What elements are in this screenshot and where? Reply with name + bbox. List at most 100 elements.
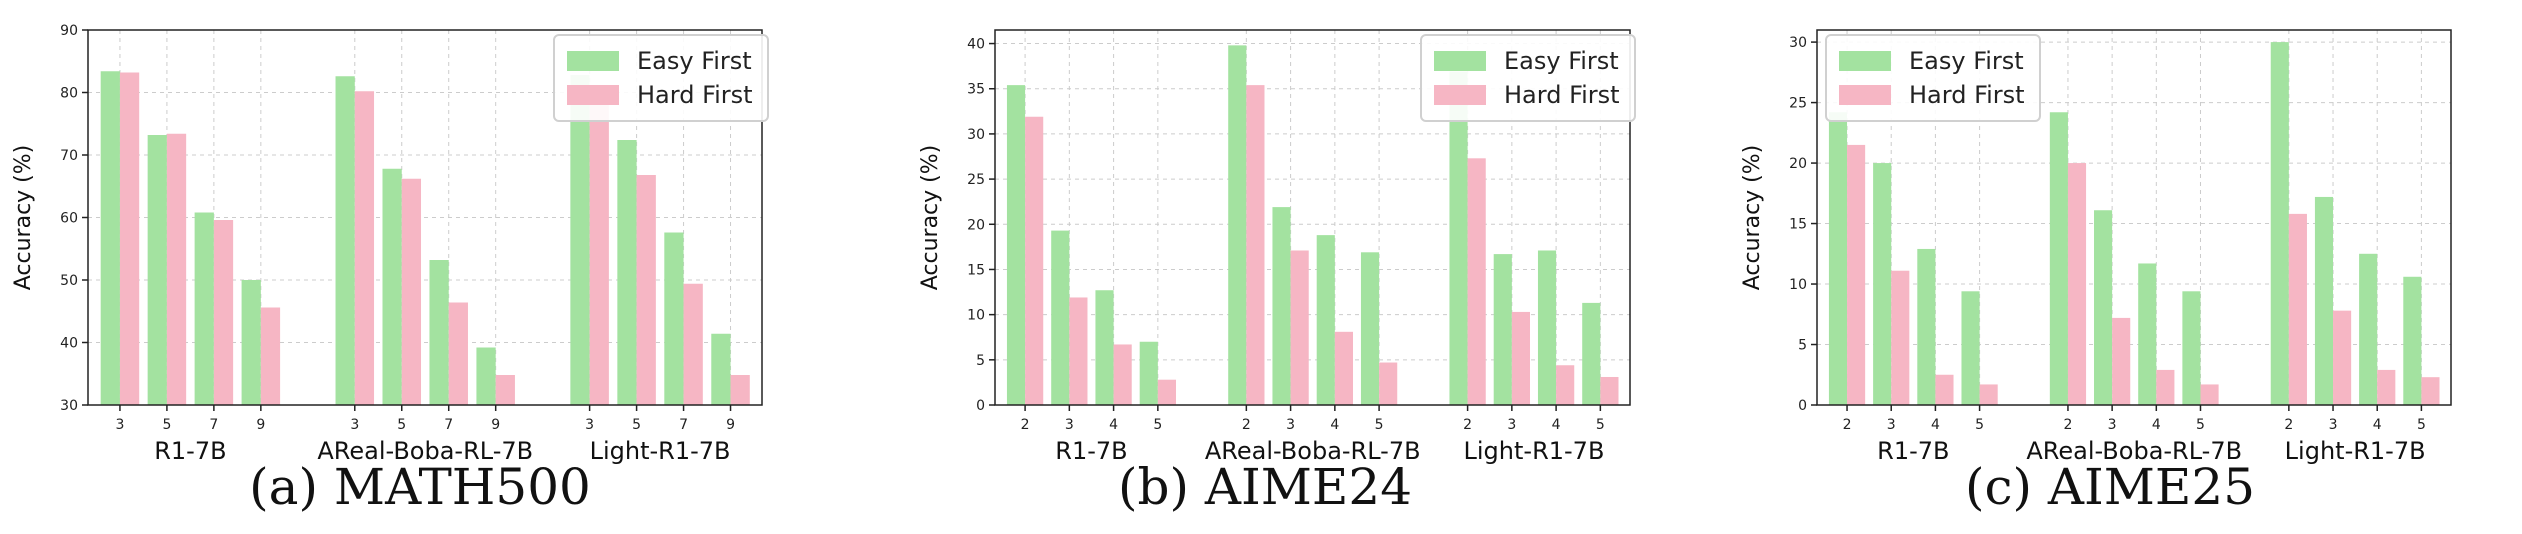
bar-easy-first xyxy=(2314,196,2334,405)
legend-entry-hard: Hard First xyxy=(1434,78,1620,112)
bar-hard-first xyxy=(589,97,609,405)
panel-caption: (b) AIME24 xyxy=(1117,458,1413,516)
bar-easy-first xyxy=(1272,207,1291,405)
x-tick-label: 5 xyxy=(397,417,406,433)
group-label: R1-7B xyxy=(154,437,226,465)
group-label: AReal-Boba-RL-7B xyxy=(2026,437,2242,465)
x-tick-label: 9 xyxy=(491,417,500,433)
bar-hard-first xyxy=(1290,250,1309,405)
x-tick-label: 5 xyxy=(632,417,641,433)
bar-hard-first xyxy=(1935,374,1954,405)
y-tick-label: 35 xyxy=(967,82,985,98)
bar-hard-first xyxy=(2333,310,2352,405)
bar-hard-first xyxy=(1379,362,1398,405)
legend-entry-hard: Hard First xyxy=(1839,78,2025,112)
bar-hard-first xyxy=(1600,376,1619,405)
bar-hard-first xyxy=(1979,384,1998,405)
bar-easy-first xyxy=(1360,252,1380,405)
bar-hard-first xyxy=(1113,344,1132,405)
x-tick-label: 3 xyxy=(1065,417,1074,433)
bar-hard-first xyxy=(2156,369,2175,405)
bar-easy-first xyxy=(1449,71,1468,406)
bar-hard-first xyxy=(354,91,375,405)
x-tick-label: 3 xyxy=(2329,417,2338,433)
panel-caption: (c) AIME25 xyxy=(1964,458,2256,516)
bar-easy-first xyxy=(2094,210,2113,405)
bar-hard-first xyxy=(1467,158,1486,405)
x-tick-label: 2 xyxy=(1242,417,1251,433)
x-tick-label: 7 xyxy=(209,417,218,433)
x-tick-label: 3 xyxy=(350,417,359,433)
bar-easy-first xyxy=(1139,341,1158,405)
y-tick-label: 90 xyxy=(60,23,78,39)
bar-hard-first xyxy=(636,175,656,405)
y-tick-label: 30 xyxy=(967,127,985,143)
bar-easy-first xyxy=(2138,263,2157,405)
y-tick-label: 15 xyxy=(1789,217,1807,233)
legend-label-hard: Hard First xyxy=(1909,81,2025,109)
bar-hard-first xyxy=(1334,331,1353,405)
legend-entry-hard: Hard First xyxy=(567,78,753,112)
legend-label-hard: Hard First xyxy=(637,81,753,109)
bar-hard-first xyxy=(2288,213,2307,405)
bar-easy-first xyxy=(382,168,402,405)
x-tick-label: 5 xyxy=(2196,417,2205,433)
group-label: Light-R1-7B xyxy=(2285,437,2426,465)
bar-hard-first xyxy=(2200,384,2219,405)
x-tick-label: 3 xyxy=(1887,417,1896,433)
x-tick-label: 4 xyxy=(1330,417,1339,433)
x-tick-label: 5 xyxy=(1975,417,1984,433)
bar-hard-first xyxy=(2067,163,2087,405)
bar-hard-first xyxy=(401,178,422,405)
y-tick-label: 70 xyxy=(60,148,78,164)
y-tick-label: 0 xyxy=(976,398,985,414)
bar-easy-first xyxy=(1095,290,1114,405)
y-tick-label: 60 xyxy=(60,211,78,227)
bar-hard-first xyxy=(1847,144,1866,405)
x-tick-label: 4 xyxy=(2373,417,2382,433)
plot-frame xyxy=(994,29,1631,406)
y-tick-label: 30 xyxy=(1789,35,1807,51)
legend-entry-easy: Easy First xyxy=(1839,44,2025,78)
bar-easy-first xyxy=(241,280,261,405)
x-tick-label: 3 xyxy=(585,417,594,433)
y-tick-label: 15 xyxy=(967,262,985,278)
y-tick-label: 10 xyxy=(967,308,985,324)
chart-legend: Easy First Hard First xyxy=(1825,34,2041,122)
bar-hard-first xyxy=(683,283,703,405)
bar-easy-first xyxy=(570,75,590,405)
panel-caption: (a) MATH500 xyxy=(249,458,591,516)
group-label: Light-R1-7B xyxy=(1464,437,1605,465)
legend-swatch-hard xyxy=(1434,85,1486,105)
bar-easy-first xyxy=(147,135,167,405)
x-tick-label: 2 xyxy=(1463,417,1472,433)
bar-hard-first xyxy=(1157,379,1176,405)
x-tick-label: 5 xyxy=(162,417,171,433)
legend-swatch-easy xyxy=(567,51,619,71)
group-label: AReal-Boba-RL-7B xyxy=(1205,437,1421,465)
y-tick-label: 80 xyxy=(60,86,78,102)
bar-hard-first xyxy=(260,307,281,405)
bar-easy-first xyxy=(1917,248,1936,405)
chart-legend: Easy First Hard First xyxy=(1420,34,1636,122)
chart-legend: Easy First Hard First xyxy=(553,34,769,122)
x-tick-label: 9 xyxy=(256,417,265,433)
bar-hard-first xyxy=(448,302,468,405)
bar-hard-first xyxy=(2421,377,2440,405)
bar-hard-first xyxy=(166,133,187,405)
bar-easy-first xyxy=(1006,85,1026,405)
bar-easy-first xyxy=(2359,253,2378,405)
bar-hard-first xyxy=(1246,85,1265,405)
bar-hard-first xyxy=(2112,317,2131,405)
bar-hard-first xyxy=(2377,369,2396,405)
bar-easy-first xyxy=(429,260,449,405)
bar-easy-first xyxy=(1493,254,1512,405)
y-axis-label: Accuracy (%) xyxy=(1740,145,1765,291)
bar-easy-first xyxy=(2403,276,2422,405)
x-tick-label: 9 xyxy=(726,417,735,433)
bar-easy-first xyxy=(194,212,214,405)
bar-easy-first xyxy=(2182,291,2201,405)
y-tick-label: 20 xyxy=(967,217,985,233)
